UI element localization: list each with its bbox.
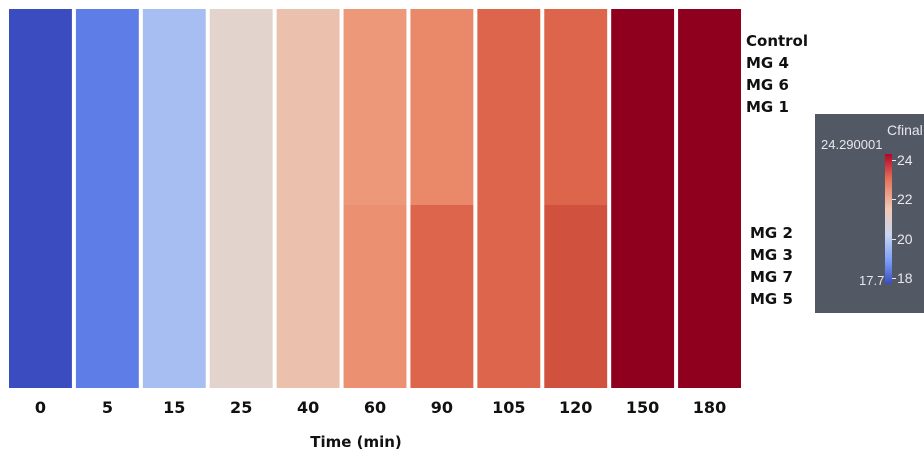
heatmap-cell xyxy=(544,205,608,388)
colorbar-legend: Cfinal 24.290001 24 22 20 18 17.7 xyxy=(815,114,924,313)
colorbar-tick-mark xyxy=(892,199,896,201)
group-label: MG 6 xyxy=(746,76,789,94)
colorbar-tick-mark xyxy=(892,278,896,280)
x-tick-label: 25 xyxy=(230,398,253,417)
heatmap-cell xyxy=(209,205,273,388)
heatmap-cell xyxy=(477,9,541,205)
group-label: MG 3 xyxy=(750,246,793,264)
x-tick-label: 15 xyxy=(163,398,186,417)
heatmap-cell xyxy=(276,9,340,205)
group-label: MG 4 xyxy=(746,54,789,72)
heatmap-cell xyxy=(611,9,675,205)
heatmap-cell xyxy=(75,205,139,388)
heatmap-cell xyxy=(410,9,474,205)
x-tick-label: 5 xyxy=(101,398,113,417)
group-label: Control xyxy=(746,32,809,50)
x-tick-label: 60 xyxy=(363,398,387,417)
heatmap-cell xyxy=(9,9,72,205)
heatmap-cell xyxy=(276,205,340,388)
x-axis-label: Time (min) xyxy=(310,433,402,451)
heatmap-cell xyxy=(75,9,139,205)
x-tick-label: 90 xyxy=(430,398,454,417)
x-tick-label: 40 xyxy=(296,398,320,417)
heatmap-cell xyxy=(343,205,407,388)
colorbar-gradient xyxy=(885,154,892,284)
group-label: MG 7 xyxy=(750,268,793,286)
x-tick-label: 105 xyxy=(492,398,526,417)
colorbar-tick-label: 22 xyxy=(897,191,913,208)
heatmap-cell xyxy=(678,9,741,205)
colorbar-tick-label: 20 xyxy=(897,230,913,247)
x-tick-label: 150 xyxy=(625,398,660,417)
colorbar-tick-mark xyxy=(892,238,896,240)
colorbar-tick-label: 18 xyxy=(897,270,913,287)
heatmap-cell xyxy=(9,205,72,388)
heatmap-cell xyxy=(343,9,407,205)
x-tick-label: 180 xyxy=(692,398,727,417)
colorbar-tick-mark xyxy=(892,159,896,161)
heatmap-cell xyxy=(477,205,541,388)
heatmap-cell xyxy=(142,9,206,205)
heatmap-cell xyxy=(410,205,474,388)
colorbar-tick-label: 24 xyxy=(897,151,913,168)
colorbar-min-label: 17.7 xyxy=(859,273,885,288)
x-tick-label: 120 xyxy=(558,398,593,417)
heatmap-cell xyxy=(209,9,273,205)
heatmap-cell xyxy=(544,9,608,205)
heatmap-cell xyxy=(611,205,675,388)
colorbar-max-label: 24.290001 xyxy=(821,137,883,152)
x-tick-label: 0 xyxy=(34,398,47,417)
heatmap-cell xyxy=(142,205,206,388)
colorbar-title: Cfinal xyxy=(887,122,923,138)
heatmap-cell xyxy=(678,205,741,388)
group-label: MG 2 xyxy=(750,224,793,242)
group-label: MG 1 xyxy=(746,98,789,116)
group-label: MG 5 xyxy=(750,290,793,308)
